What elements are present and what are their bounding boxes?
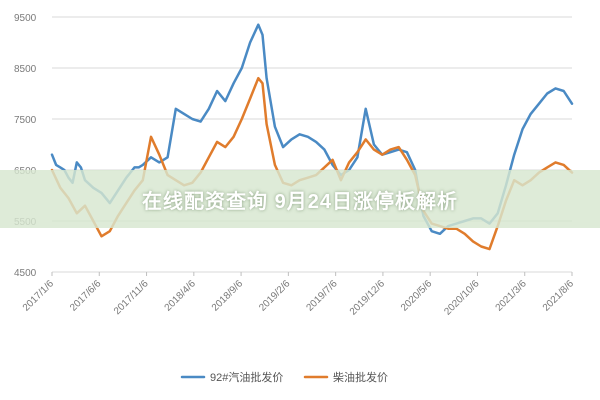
x-tick-label: 2019/12/6: [348, 278, 388, 318]
x-tick-label: 2020/10/6: [442, 278, 482, 318]
y-tick-label: 9500: [14, 13, 37, 24]
y-tick-label: 7500: [14, 115, 37, 126]
x-tick-label: 2017/6/6: [68, 278, 104, 314]
x-tick-label: 2019/2/6: [257, 278, 293, 314]
banner-title: 在线配资查询 9月24日涨停板解析: [142, 190, 458, 213]
y-tick-label: 4500: [14, 268, 37, 279]
y-tick-label: 8500: [14, 64, 37, 75]
x-tick-label: 2020/5/6: [399, 278, 435, 314]
x-tick-label: 2017/1/6: [21, 278, 57, 314]
legend-label: 92#汽油批发价: [210, 370, 283, 384]
x-tick-label: 2017/11/6: [112, 278, 151, 317]
x-tick-label: 2021/3/6: [494, 278, 530, 314]
x-tick-label: 2018/9/6: [210, 278, 246, 314]
overlay-banner: 在线配资查询 9月24日涨停板解析: [0, 170, 600, 228]
x-axis-ticks: 2017/1/6 2017/6/6 2017/11/6 2018/4/6 2018/9/…: [21, 272, 577, 318]
legend-label: 柴油批发价: [333, 370, 388, 384]
x-tick-label: 2018/4/6: [163, 278, 199, 314]
legend: 92#汽油批发价 柴油批发价: [180, 370, 388, 384]
x-tick-label: 2021/8/6: [541, 278, 577, 314]
y-axis-ticks: 450055006500750085009500: [14, 13, 37, 279]
x-tick-label: 2019/7/6: [304, 278, 340, 314]
